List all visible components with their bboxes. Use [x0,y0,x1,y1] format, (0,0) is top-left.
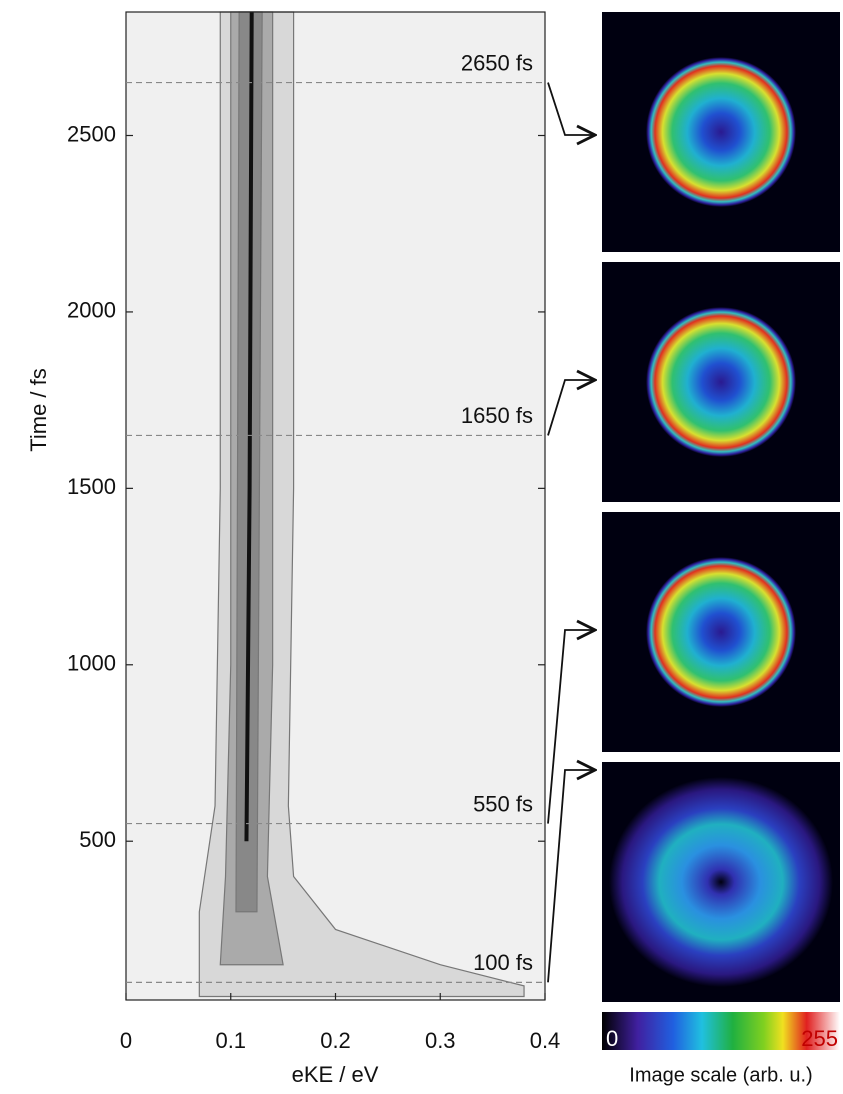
time-marker-label: 550 fs [473,791,533,816]
x-tick-label: 0 [120,1028,132,1053]
x-tick-label: 0.4 [530,1028,561,1053]
plot [198,11,525,998]
colorbar [602,1012,840,1050]
colorbar-max: 255 [801,1026,838,1051]
y-tick-label: 1000 [67,651,116,676]
plot-background [126,12,545,1000]
image-ring [646,57,796,207]
time-marker-label: 1650 fs [461,403,533,428]
x-tick-label: 0.1 [215,1028,246,1053]
y-tick-label: 2000 [67,298,116,323]
time-marker-label: 100 fs [473,950,533,975]
x-tick-label: 0.2 [320,1028,351,1053]
colorbar-label: Image scale (arb. u.) [629,1064,812,1086]
x-tick-label: 0.3 [425,1028,456,1053]
marker-arrow [547,630,595,824]
detector-images [602,12,840,1002]
marker-arrow [547,380,595,436]
marker-arrow [547,770,595,983]
ridge-line [244,11,254,842]
image-ring [609,777,833,987]
marker-arrow [547,82,595,135]
colorbar-min: 0 [606,1026,618,1051]
y-tick-label: 500 [79,827,116,852]
time-marker-label: 2650 fs [461,50,533,75]
y-axis-label: Time / fs [26,368,51,452]
y-tick-label: 1500 [67,474,116,499]
image-ring [646,307,796,457]
y-tick-label: 2500 [67,121,116,146]
image-ring [646,557,796,707]
x-axis-label: eKE / eV [292,1062,379,1087]
